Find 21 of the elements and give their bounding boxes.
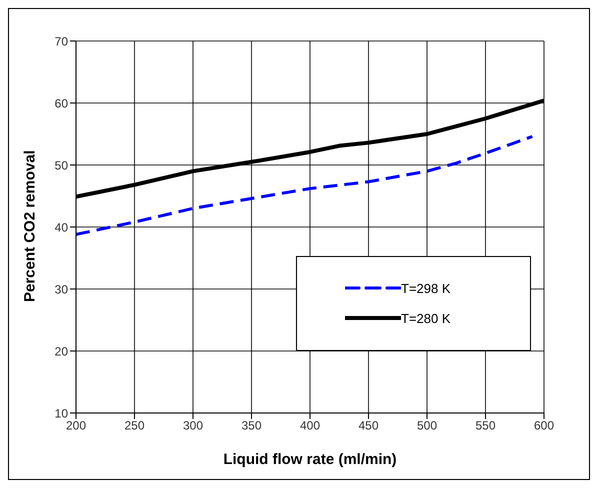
x-tick-label: 550 (475, 418, 496, 433)
y-axis-title: Percent CO2 removal (21, 150, 38, 302)
x-tick-label: 200 (66, 418, 86, 433)
x-axis-title: Liquid flow rate (ml/min) (223, 451, 397, 468)
x-tick-label: 300 (182, 418, 204, 433)
y-tick-label: 50 (54, 158, 68, 172)
x-tick-label: 600 (534, 418, 554, 433)
y-tick-label: 70 (54, 34, 68, 48)
y-tick-label: 60 (54, 96, 68, 110)
legend-label: T=298 K (401, 280, 451, 296)
y-tick-label: 40 (54, 220, 68, 234)
x-tick-label: 350 (241, 418, 262, 433)
y-tick-label: 10 (54, 406, 68, 420)
x-tick-label: 450 (358, 418, 379, 433)
x-tick-label: 250 (124, 418, 145, 433)
y-tick-label: 30 (54, 282, 68, 296)
x-tick-label: 400 (300, 418, 320, 433)
y-tick-label: 20 (54, 344, 68, 358)
line-series (76, 134, 534, 236)
x-tick-label: 500 (416, 418, 438, 433)
legend-label: T=280 K (401, 310, 451, 326)
